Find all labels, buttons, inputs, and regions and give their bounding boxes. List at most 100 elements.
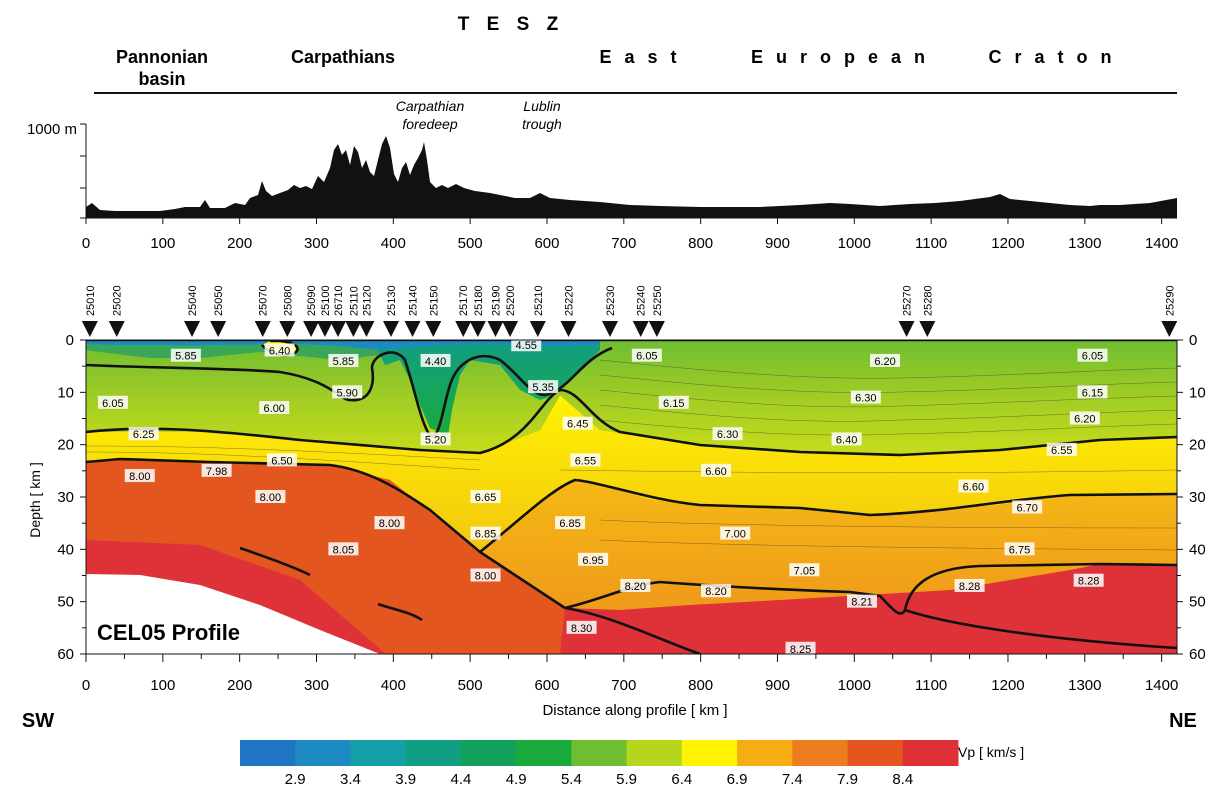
station-id: 25180 [473, 285, 485, 316]
velocity-label-bg [870, 353, 901, 367]
station-id: 25040 [187, 285, 199, 316]
depth-axes: 0 0 10 10 20 20 30 30 40 40 50 50 60 60 [57, 332, 1205, 663]
section-tick-label: 500 [458, 677, 483, 694]
colorbar-tick-label: 8.4 [892, 771, 913, 788]
section-tick-label: 400 [381, 677, 406, 694]
velocity-label: 6.55 [575, 455, 596, 467]
depth-tick-label-left: 30 [57, 489, 74, 506]
station-triangle [345, 321, 362, 337]
topo-tick-label: 200 [227, 235, 252, 252]
velocity-label-bg [1004, 542, 1035, 556]
colorbar-tick-label: 6.4 [671, 771, 692, 788]
station-triangle [303, 321, 320, 337]
velocity-label: 8.00 [379, 518, 400, 530]
depth-tick-label-left: 0 [66, 332, 74, 349]
depth-tick-label-left: 10 [57, 384, 74, 401]
depth-tick-label-left: 60 [57, 646, 74, 663]
velocity-label-bg [470, 568, 501, 582]
velocity-label-bg [850, 390, 881, 404]
section-tick-label: 300 [304, 677, 329, 694]
colorbar-tick-label: 7.9 [837, 771, 858, 788]
station-id: 25210 [533, 285, 545, 316]
velocity-label-bg [831, 432, 862, 446]
station-triangle [529, 321, 546, 337]
velocity-label-bg [470, 526, 501, 540]
station-id: 25280 [922, 285, 934, 316]
depth-tick-label-right: 30 [1189, 489, 1206, 506]
station-id: 25230 [605, 285, 617, 316]
station-triangle [1161, 321, 1178, 337]
velocity-label: 8.20 [705, 586, 726, 598]
colorbar-tick-label: 4.4 [450, 771, 471, 788]
section-tick-label: 1200 [991, 677, 1024, 694]
colorbar-tick-label: 2.9 [285, 771, 306, 788]
velocity-label-bg [958, 479, 989, 493]
velocity-label-bg [170, 348, 201, 362]
tesz-label: T E S Z [458, 14, 564, 35]
velocity-label: 6.05 [636, 351, 657, 363]
station-triangle [254, 321, 271, 337]
velocity-label: 7.98 [206, 466, 227, 478]
colorbar-tick-label: 3.9 [395, 771, 416, 788]
section-tick-label: 1300 [1068, 677, 1101, 694]
colorbar-swatch [295, 740, 351, 766]
station-triangle [919, 321, 936, 337]
depth-tick-label-right: 50 [1189, 594, 1206, 611]
velocity-label-bg [128, 427, 159, 441]
velocity-label: 5.90 [337, 387, 358, 399]
velocity-label-bg [1077, 385, 1108, 399]
velocity-labels: 5.85 6.40 5.85 4.40 4.55 6.05 6.20 6.05 5.90 5.35… [97, 340, 1108, 654]
station-triangle [469, 321, 486, 337]
velocity-label-bg [266, 453, 297, 467]
topo-tick-label: 600 [534, 235, 559, 252]
station-triangle [560, 321, 577, 337]
section-tick-label: 600 [534, 677, 559, 694]
station-triangle [648, 321, 665, 337]
velocity-label-bg [712, 427, 743, 441]
velocity-label-bg [259, 401, 290, 415]
velocity-label: 6.15 [663, 398, 684, 410]
velocity-label: 6.65 [475, 492, 496, 504]
velocity-label: 8.00 [260, 492, 281, 504]
velocity-label: 6.60 [705, 466, 726, 478]
colorbar-swatch [737, 740, 793, 766]
velocity-label: 6.30 [717, 429, 738, 441]
station-triangle [210, 321, 227, 337]
station-id: 25070 [258, 285, 270, 316]
topo-tick-label: 500 [458, 235, 483, 252]
station-id: 25190 [491, 285, 503, 316]
station-id: 25100 [320, 285, 332, 316]
station-id: 25150 [428, 285, 440, 316]
sw-label: SW [22, 710, 54, 732]
velocity-label: 6.30 [855, 393, 876, 405]
velocity-label: 6.15 [1082, 387, 1103, 399]
station-id: 25120 [361, 285, 373, 316]
velocity-label: 8.00 [129, 471, 150, 483]
colorbar-label: Vp [ km/s ] [958, 744, 1024, 760]
velocity-label-bg [658, 395, 689, 409]
velocity-label-bg [555, 516, 586, 530]
topo-tick-label: 300 [304, 235, 329, 252]
velocity-label: 8.28 [959, 581, 980, 593]
station-id: 25090 [306, 285, 318, 316]
feature-lublin: Lublin [523, 98, 561, 114]
colorbar-tick-label: 6.9 [727, 771, 748, 788]
velocity-label-bg [620, 578, 651, 592]
velocity-label: 5.85 [333, 356, 354, 368]
station-id: 25250 [652, 285, 664, 316]
velocity-label-bg [578, 552, 609, 566]
velocity-label-bg [785, 641, 816, 654]
station-id: 25080 [282, 285, 294, 316]
topography-panel: 1000 m 0 100 200 300 400 500 600 700 800 900 1000 1… [27, 121, 1178, 252]
velocity-label-bg [97, 395, 128, 409]
colorbar-swatch [405, 740, 462, 766]
feature-carpathian: Carpathian [396, 98, 465, 114]
lower-crust-yellow [86, 395, 1177, 552]
velocity-label-bg [470, 490, 501, 503]
feature-trough: trough [522, 116, 562, 132]
colorbar-swatch [240, 740, 296, 766]
velocity-label-bg [511, 340, 542, 352]
region-craton: C r a t o n [988, 47, 1115, 67]
velocity-label: 5.35 [532, 382, 553, 394]
colorbar-tick-label: 5.4 [561, 771, 582, 788]
